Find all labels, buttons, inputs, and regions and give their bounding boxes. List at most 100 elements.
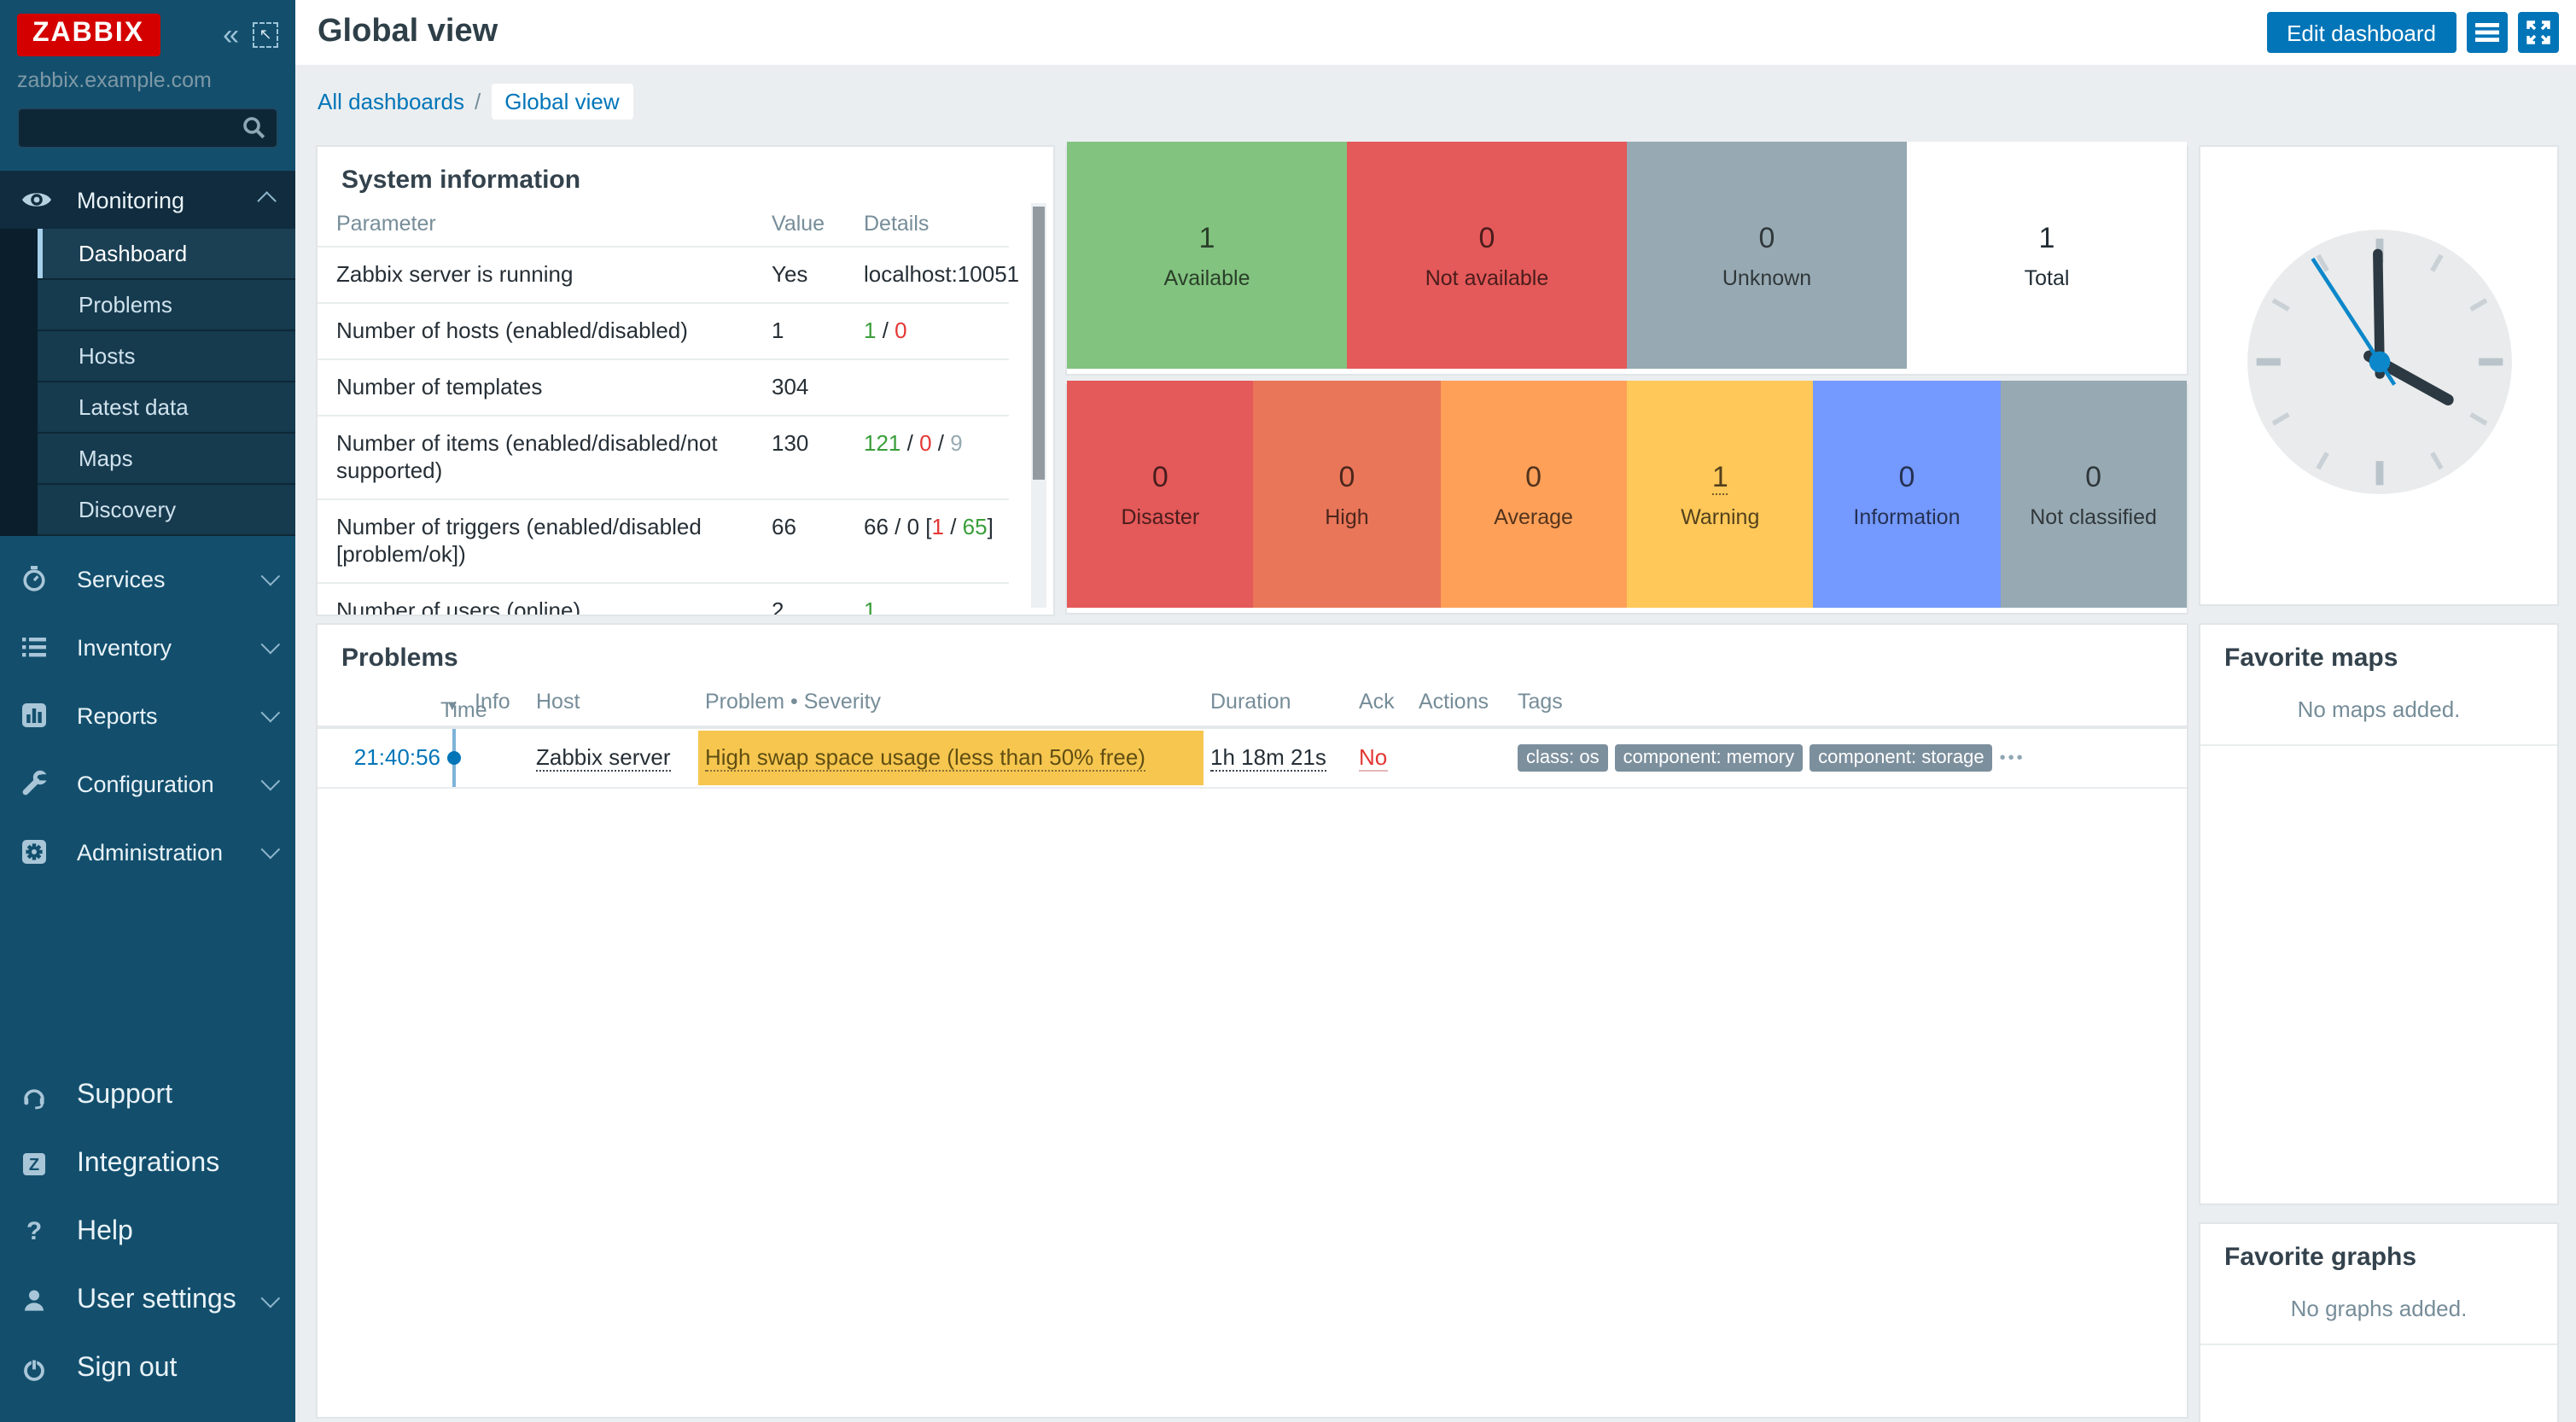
sidebar-item-hosts[interactable]: Hosts: [38, 331, 295, 382]
stat-block-warning[interactable]: 1 Warning: [1626, 381, 1814, 608]
system-information-table: Parameter Value Details Zabbix server is…: [318, 203, 1019, 615]
sysinfo-details: 121 / 0 / 9: [864, 415, 1009, 499]
sidebar-item-label: User settings: [77, 1285, 236, 1314]
user-icon: [20, 1286, 55, 1314]
scrollbar[interactable]: [1031, 203, 1046, 608]
search-input[interactable]: [17, 108, 278, 149]
stat-label: Warning: [1681, 504, 1760, 528]
widget-title: Favorite maps: [2224, 644, 2398, 673]
clock-widget: [2199, 145, 2559, 606]
widget-title: System information: [341, 166, 581, 195]
stat-count: 0: [1525, 460, 1542, 492]
administration-icon: [20, 838, 55, 865]
problem-host-link[interactable]: Zabbix server: [536, 744, 671, 772]
column-header-duration: Duration: [1210, 690, 1291, 714]
configuration-icon: [20, 770, 55, 797]
sidebar-item-help[interactable]: ? Help: [0, 1207, 295, 1256]
sign-out-icon: [20, 1355, 55, 1382]
fullscreen-button[interactable]: [2518, 12, 2559, 53]
chevron-down-icon: [260, 566, 281, 586]
stat-count: 0: [1478, 221, 1495, 254]
problem-name-link[interactable]: High swap space usage (less than 50% fre…: [705, 744, 1145, 772]
sidebar-section-inventory[interactable]: Inventory: [0, 621, 295, 673]
breadcrumb-separator: /: [475, 89, 481, 114]
scrollbar-thumb[interactable]: [1033, 207, 1045, 480]
sysinfo-details: localhost:10051: [864, 246, 1019, 303]
column-header-problem-severity: Problem • Severity: [705, 690, 882, 714]
collapse-sidebar-icon[interactable]: «: [223, 18, 239, 50]
services-icon: [20, 565, 55, 592]
zabbix-logo[interactable]: ZABBIX: [17, 14, 160, 56]
sidebar-item-user-settings[interactable]: User settings: [0, 1275, 295, 1325]
empty-message: No graphs added.: [2200, 1280, 2557, 1345]
sysinfo-details: 1: [864, 582, 1009, 615]
sidebar-item-label: Support: [77, 1080, 173, 1109]
sysinfo-value: 2: [772, 582, 864, 615]
column-header-actions: Actions: [1419, 690, 1489, 714]
widget-title: Problems: [341, 644, 458, 673]
sysinfo-parameter: Number of hosts (enabled/disabled): [318, 302, 772, 359]
sidebar-section-reports[interactable]: Reports: [0, 690, 295, 741]
stat-label: Average: [1494, 504, 1573, 528]
svg-text:Z: Z: [29, 1155, 39, 1174]
sidebar-section-label: Reports: [77, 702, 158, 728]
sidebar-item-sign-out[interactable]: Sign out: [0, 1343, 295, 1393]
edit-dashboard-button[interactable]: Edit dashboard: [2266, 12, 2457, 53]
empty-message: No maps added.: [2200, 681, 2557, 746]
problem-row: 21:40:56 Zabbix server High swap space u…: [318, 729, 2187, 789]
stat-block-not-classified: 0 Not classified: [2000, 381, 2187, 608]
column-header-host: Host: [536, 690, 580, 714]
sidebar-section-services[interactable]: Services: [0, 553, 295, 604]
sysinfo-row: Number of triggers (enabled/disabled [pr…: [318, 498, 1009, 583]
sidebar-section-label: Services: [77, 566, 166, 592]
pin-sidebar-icon[interactable]: ↖: [253, 22, 278, 48]
column-header-info: Info: [475, 690, 510, 714]
breadcrumb-current[interactable]: Global view: [491, 84, 633, 119]
chevron-down-icon: [260, 634, 281, 655]
reports-icon: [20, 702, 55, 729]
server-name: zabbix.example.com: [17, 68, 212, 92]
favorite-maps-widget: Favorite maps No maps added.: [2199, 623, 2559, 1205]
dashboard-menu-button[interactable]: [2467, 12, 2508, 53]
sidebar-item-latest-data[interactable]: Latest data: [38, 382, 295, 434]
problems-by-severity-widget: 0 Disaster 0 High 0 Average 1 Warning 0 Informati…: [1065, 381, 2188, 615]
sysinfo-parameter: Number of users (online): [318, 582, 772, 615]
stat-label: Not available: [1425, 265, 1549, 289]
breadcrumb-all-dashboards[interactable]: All dashboards: [318, 89, 464, 114]
sysinfo-row: Zabbix server is running Yes localhost:100…: [318, 246, 1019, 303]
favorite-graphs-widget: Favorite graphs No graphs added.: [2199, 1222, 2559, 1422]
sidebar-item-discovery[interactable]: Discovery: [38, 485, 295, 536]
sidebar-item-dashboard[interactable]: Dashboard: [38, 229, 295, 280]
problem-duration: 1h 18m 21s: [1210, 744, 1326, 772]
column-header: Parameter: [336, 212, 436, 236]
sidebar-section-monitoring[interactable]: Monitoring: [0, 171, 295, 229]
stat-block-high: 0 High: [1253, 381, 1441, 608]
sysinfo-value: Yes: [772, 246, 864, 303]
tags-more-button[interactable]: •••: [1999, 749, 2025, 767]
problem-time-link[interactable]: 21:40:56: [353, 744, 440, 770]
stat-block-information: 0 Information: [1813, 381, 2001, 608]
stat-count: 0: [1338, 460, 1355, 492]
stat-label: High: [1325, 504, 1369, 528]
sidebar-item-support[interactable]: Support: [0, 1070, 295, 1120]
stat-count[interactable]: 1: [1711, 460, 1728, 494]
sidebar-item-integrations[interactable]: Z Integrations: [0, 1139, 295, 1188]
sidebar-menu: Monitoring Dashboard Problems Hosts Latest …: [0, 171, 295, 877]
sysinfo-parameter: Number of templates: [318, 358, 772, 416]
widget-title: Favorite graphs: [2224, 1243, 2417, 1272]
sidebar: ZABBIX « ↖ zabbix.example.com: [0, 0, 295, 1422]
main-content: Global view Edit dashboard: [295, 0, 2576, 1422]
analog-clock: [2247, 230, 2511, 494]
sidebar-item-maps[interactable]: Maps: [38, 434, 295, 485]
column-header-ack: Ack: [1359, 690, 1395, 714]
sidebar-item-problems[interactable]: Problems: [38, 280, 295, 331]
sysinfo-parameter: Number of triggers (enabled/disabled [pr…: [318, 498, 772, 583]
sidebar-section-configuration[interactable]: Configuration: [0, 758, 295, 809]
inventory-icon: [20, 633, 55, 661]
stat-count: 1: [2038, 221, 2055, 254]
sysinfo-row: Number of items (enabled/disabled/not su…: [318, 415, 1009, 499]
problem-ack-link[interactable]: No: [1359, 744, 1388, 772]
sidebar-section-administration[interactable]: Administration: [0, 826, 295, 877]
search-icon[interactable]: [241, 114, 268, 142]
problem-severity-cell: High swap space usage (less than 50% fre…: [698, 731, 1203, 785]
